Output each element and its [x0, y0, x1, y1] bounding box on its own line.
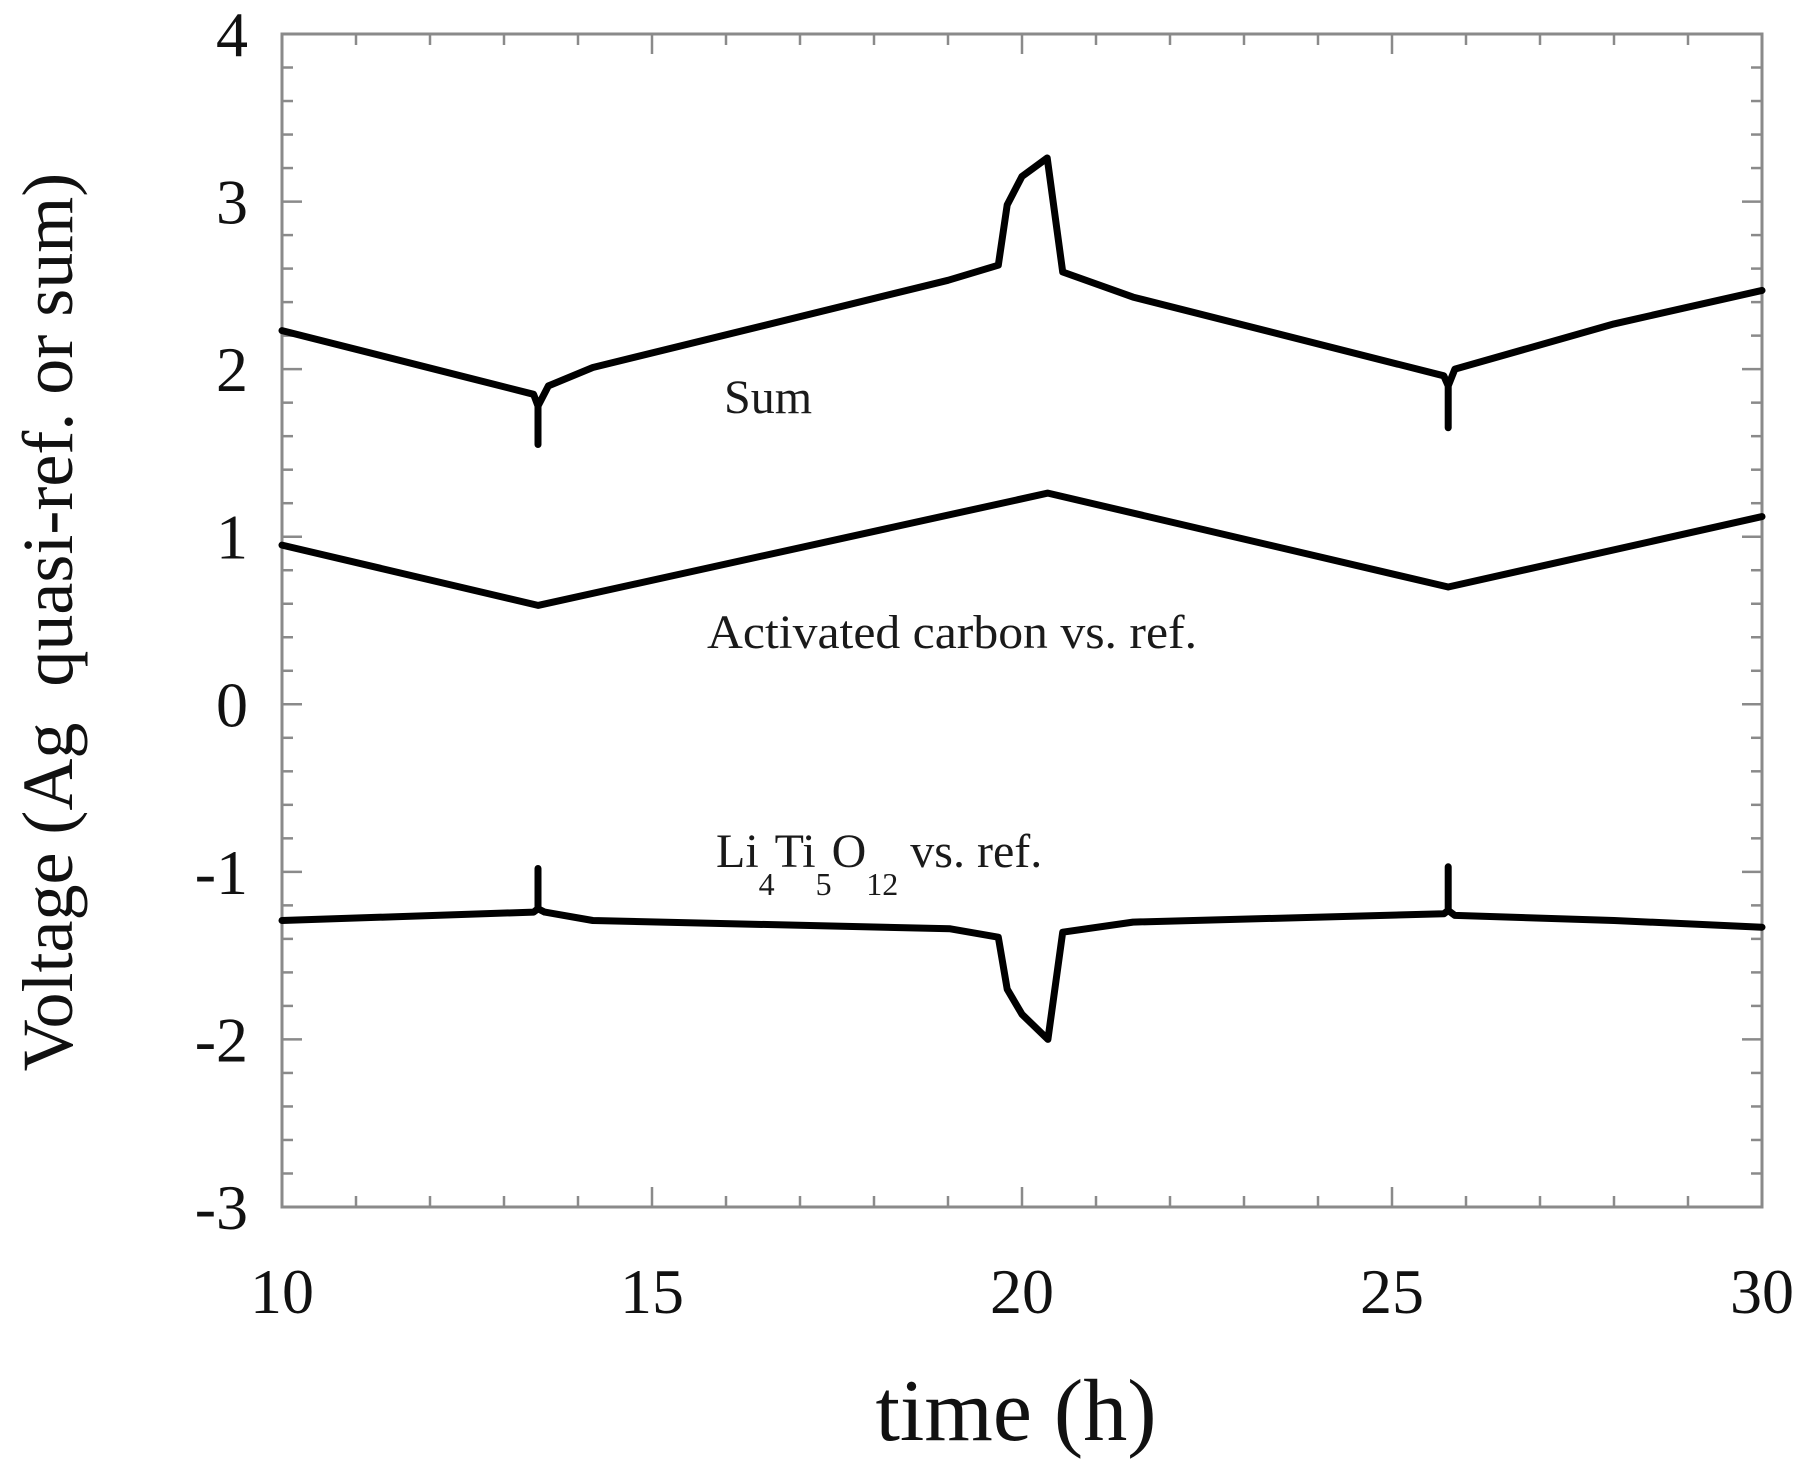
x-tick-label: 15: [620, 1256, 684, 1327]
y-tick-label: -3: [195, 1172, 248, 1243]
lto-li: Li: [716, 825, 759, 878]
sum-curve: [278, 154, 1766, 448]
y-tick-label: 4: [216, 0, 248, 70]
lto-sub-12: 12: [866, 866, 898, 902]
y-tick-label: 2: [216, 334, 248, 405]
y-tick-label: 1: [216, 502, 248, 573]
activated-carbon-annotation: Activated carbon vs. ref.: [707, 606, 1197, 659]
y-tick-label: -1: [195, 837, 248, 908]
y-tick-labels: -3 -2 -1 0 1 2 3 4: [195, 0, 248, 1243]
x-tick-labels: 10 15 20 25 30: [250, 1256, 1794, 1327]
lto-o: O: [832, 825, 867, 878]
x-tick-label: 25: [1360, 1256, 1424, 1327]
y-tick-label: 0: [216, 669, 248, 740]
y-tick-label: -2: [195, 1004, 248, 1075]
lto-curve: [278, 863, 1766, 1043]
x-tick-label: 10: [250, 1256, 314, 1327]
lto-sub-4: 4: [759, 866, 775, 902]
y-axis-label: Voltage (Ag quasi-ref. or sum): [8, 173, 88, 1071]
lto-vs-ref: vs. ref.: [898, 825, 1042, 878]
lto-annotation: Li4Ti5O12 vs. ref.: [716, 825, 1042, 902]
y-tick-label: 3: [216, 167, 248, 238]
x-tick-label: 30: [1730, 1256, 1794, 1327]
lto-sub-5: 5: [816, 866, 832, 902]
axis-ticks: [280, 32, 1764, 1209]
activated-carbon-curve: [278, 489, 1766, 609]
x-tick-label: 20: [990, 1256, 1054, 1327]
x-axis-label: time (h): [875, 1363, 1156, 1460]
sum-annotation: Sum: [724, 371, 812, 424]
data-series: [278, 154, 1766, 1043]
lto-ti: Ti: [775, 825, 816, 878]
